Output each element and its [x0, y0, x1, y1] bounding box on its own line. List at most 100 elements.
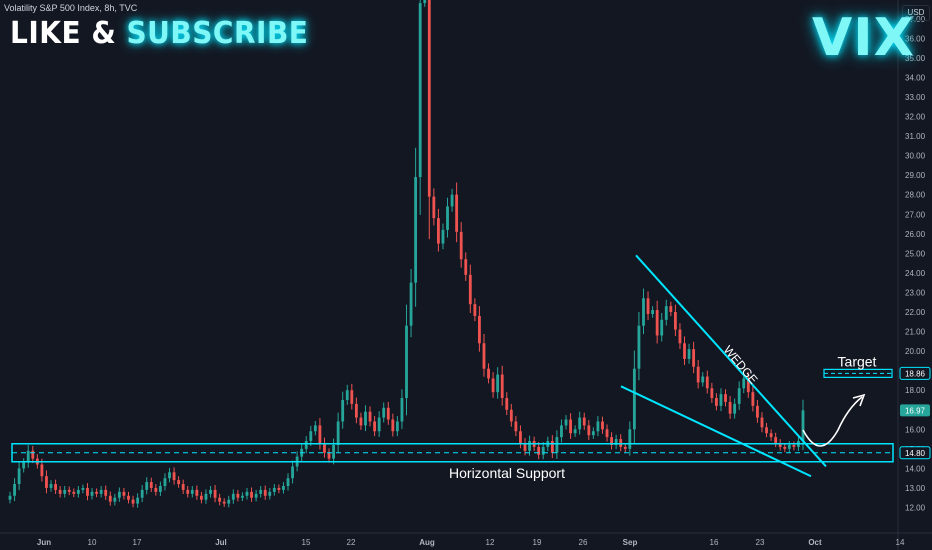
candle-body [418, 3, 422, 178]
time-axis: Jun 10 17 Jul 15 22 Aug 12 19 26 Sep 16 23 Oct 14 [0, 532, 932, 547]
candle-body [473, 304, 477, 316]
price-tick-label: 20.00 [905, 347, 926, 356]
candle-body [67, 489, 71, 492]
candle-body [683, 343, 686, 359]
time-tick-label: 14 [896, 538, 905, 547]
price-tick-label: 37.00 [905, 15, 926, 24]
candle-body [13, 484, 16, 496]
candle-body [705, 376, 709, 389]
support-price-tag-border [899, 446, 931, 460]
candle-body [368, 411, 372, 422]
candle-body [86, 487, 89, 496]
candle-body [254, 493, 258, 498]
candle-body [687, 349, 691, 359]
target-price-tag-border [899, 366, 931, 380]
candle-body [578, 417, 582, 430]
candle-body [446, 206, 449, 230]
price-tick-label: 36.00 [905, 34, 926, 43]
symbol-title: Volatility S&P 500 Index, 8h, TVC [4, 3, 138, 13]
candle-body [509, 409, 513, 422]
candle-body [63, 489, 67, 494]
candle-body [318, 425, 322, 443]
candle-body [651, 310, 655, 314]
candle-body [168, 472, 171, 479]
candle-body [291, 466, 294, 479]
candle-body [373, 421, 377, 432]
candle-body [76, 489, 80, 494]
candle-body [756, 405, 759, 418]
candle-body [268, 491, 272, 496]
candle-body [619, 439, 623, 447]
candle-body [673, 312, 677, 330]
candle-body [601, 421, 604, 430]
price-tick-label: 22.00 [905, 308, 926, 317]
wedge-lower-line [620, 385, 812, 478]
candle-body [81, 487, 85, 490]
candle-body [632, 368, 636, 430]
candle-body [569, 419, 572, 434]
candle-body [423, 0, 427, 4]
candle-body [31, 450, 35, 459]
support-price-tag-bg [900, 446, 930, 459]
time-tick-label: Oct [808, 538, 822, 547]
candle-body [696, 366, 700, 383]
candle-body [478, 315, 481, 344]
candle-body [323, 442, 326, 453]
candle-body [350, 390, 354, 404]
candle-body [409, 282, 413, 326]
candle-body [122, 491, 126, 496]
price-tick-label: 35.00 [905, 54, 926, 63]
candle-body [405, 325, 408, 399]
projection-arrow-path [802, 396, 863, 447]
candle-body [605, 429, 609, 438]
currency-button[interactable]: USD [902, 5, 930, 21]
candle-body [491, 378, 495, 393]
candle-body [45, 476, 48, 488]
candle-body [200, 495, 203, 500]
candle-body [610, 437, 613, 445]
candle-body [591, 431, 595, 436]
candle-body [49, 484, 53, 488]
candle-body [131, 499, 135, 504]
price-tick-label: 25.00 [905, 249, 926, 258]
price-tick-label: 23.00 [905, 288, 926, 297]
candle-body [345, 390, 349, 400]
candle-body [436, 218, 440, 244]
annotation-layer: Horizontal Support WEDGE Target [11, 254, 894, 481]
candle-body [746, 378, 750, 393]
candle-body [163, 478, 167, 486]
like-text: LIKE [10, 14, 82, 51]
candlestick-series [8, 0, 805, 508]
candle-body [250, 491, 253, 498]
candle-body [459, 231, 463, 260]
candle-body [719, 394, 723, 406]
candle-body [664, 306, 668, 320]
price-tick-label: 31.00 [905, 132, 926, 141]
candle-body [313, 425, 317, 432]
candle-body [282, 485, 285, 490]
price-tick-label: 16.00 [905, 425, 926, 434]
candle-body [259, 489, 263, 494]
candle-body [354, 403, 358, 418]
candle-body [286, 478, 290, 486]
price-tick-label: 12.00 [905, 504, 926, 513]
time-tick-label: 17 [133, 538, 142, 547]
candle-body [186, 489, 190, 494]
candle-body [500, 374, 504, 399]
candle-body [678, 329, 682, 344]
candle-body [8, 495, 12, 500]
candle-body [560, 425, 563, 438]
candle-body [58, 489, 62, 494]
price-tick-label: 32.00 [905, 113, 926, 122]
candle-body [54, 484, 57, 490]
candle-body [395, 421, 399, 432]
candle-body [523, 442, 527, 451]
candle-body [227, 499, 231, 504]
time-tick-label: 19 [533, 538, 542, 547]
candle-body [22, 462, 26, 469]
candle-body [127, 495, 130, 500]
time-tick-label: Jul [215, 538, 227, 547]
candle-body [236, 493, 240, 498]
current-price-tag: 16.97 [905, 406, 926, 415]
